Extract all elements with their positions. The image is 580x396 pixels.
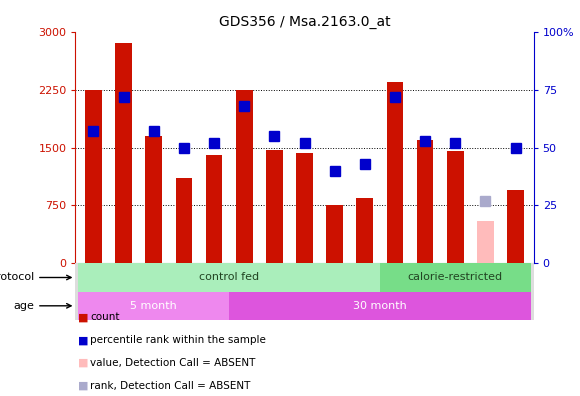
Bar bbox=[327, 206, 343, 263]
Title: GDS356 / Msa.2163.0_at: GDS356 / Msa.2163.0_at bbox=[219, 15, 390, 29]
Text: ■: ■ bbox=[78, 312, 89, 322]
Text: calorie-restricted: calorie-restricted bbox=[408, 272, 503, 282]
Text: age: age bbox=[13, 301, 71, 311]
Bar bbox=[266, 150, 282, 263]
Bar bbox=[229, 291, 531, 320]
Bar bbox=[206, 155, 222, 263]
Bar bbox=[417, 140, 433, 263]
Bar bbox=[146, 136, 162, 263]
Bar bbox=[357, 198, 373, 263]
Bar bbox=[296, 153, 313, 263]
Text: rank, Detection Call = ABSENT: rank, Detection Call = ABSENT bbox=[90, 381, 251, 391]
Text: value, Detection Call = ABSENT: value, Detection Call = ABSENT bbox=[90, 358, 255, 368]
Bar bbox=[85, 89, 101, 263]
Bar bbox=[508, 190, 524, 263]
Text: ■: ■ bbox=[78, 358, 89, 368]
Bar bbox=[477, 221, 494, 263]
Text: control fed: control fed bbox=[199, 272, 259, 282]
Text: protocol: protocol bbox=[0, 272, 71, 282]
Text: ■: ■ bbox=[78, 381, 89, 391]
Text: 30 month: 30 month bbox=[353, 301, 407, 311]
Text: 5 month: 5 month bbox=[130, 301, 177, 311]
Bar bbox=[387, 82, 403, 263]
Bar bbox=[78, 291, 229, 320]
Text: ■: ■ bbox=[78, 335, 89, 345]
Bar bbox=[236, 89, 252, 263]
Bar bbox=[115, 43, 132, 263]
Bar bbox=[176, 178, 192, 263]
Bar bbox=[380, 263, 531, 291]
Bar bbox=[78, 263, 380, 291]
Text: count: count bbox=[90, 312, 119, 322]
Text: percentile rank within the sample: percentile rank within the sample bbox=[90, 335, 266, 345]
Bar bbox=[447, 151, 463, 263]
